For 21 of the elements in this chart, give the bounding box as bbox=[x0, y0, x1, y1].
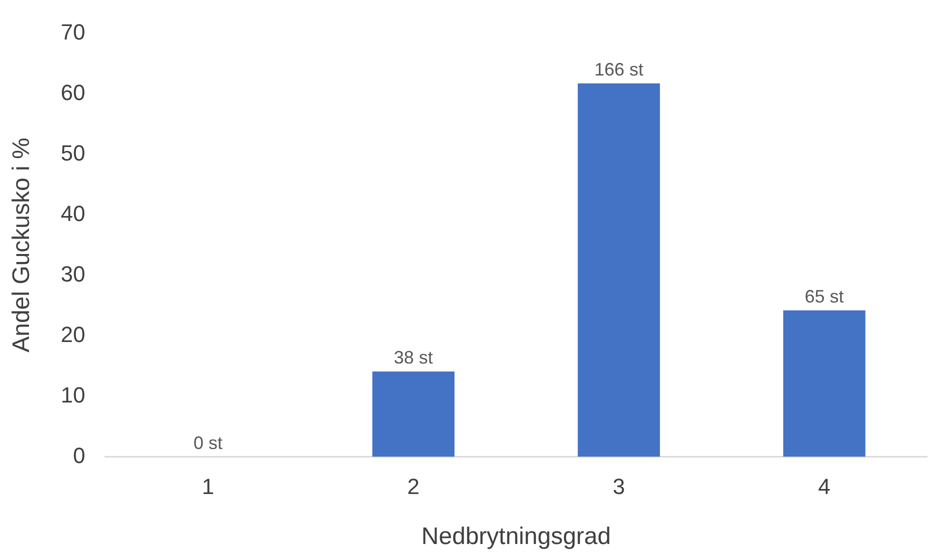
x-tick-label: 3 bbox=[612, 474, 625, 500]
y-tick-label: 30 bbox=[60, 261, 86, 286]
y-tick-label: 20 bbox=[60, 322, 86, 347]
y-tick-label: 10 bbox=[60, 382, 86, 408]
annotation: 0 st bbox=[193, 432, 222, 453]
y-tick-label: 40 bbox=[60, 200, 86, 226]
annotation: 38 st bbox=[394, 347, 433, 368]
annotation: 65 st bbox=[804, 286, 844, 306]
y-tick-label: 50 bbox=[60, 140, 86, 166]
x-axis-title: Nedbrytningsgrad bbox=[421, 523, 611, 550]
x-tick-label: 1 bbox=[202, 474, 214, 500]
bar bbox=[578, 83, 660, 457]
x-tick-label: 2 bbox=[407, 474, 420, 500]
y-tick-label: 60 bbox=[60, 80, 86, 105]
y-tick-label: 0 bbox=[73, 442, 86, 468]
y-axis-title: Andel Guckusko i % bbox=[8, 138, 36, 352]
x-tick-label: 4 bbox=[818, 474, 830, 500]
bar bbox=[372, 371, 455, 457]
annotation: 166 st bbox=[594, 59, 644, 80]
y-tick-label: 70 bbox=[60, 19, 86, 44]
bar bbox=[783, 310, 866, 457]
